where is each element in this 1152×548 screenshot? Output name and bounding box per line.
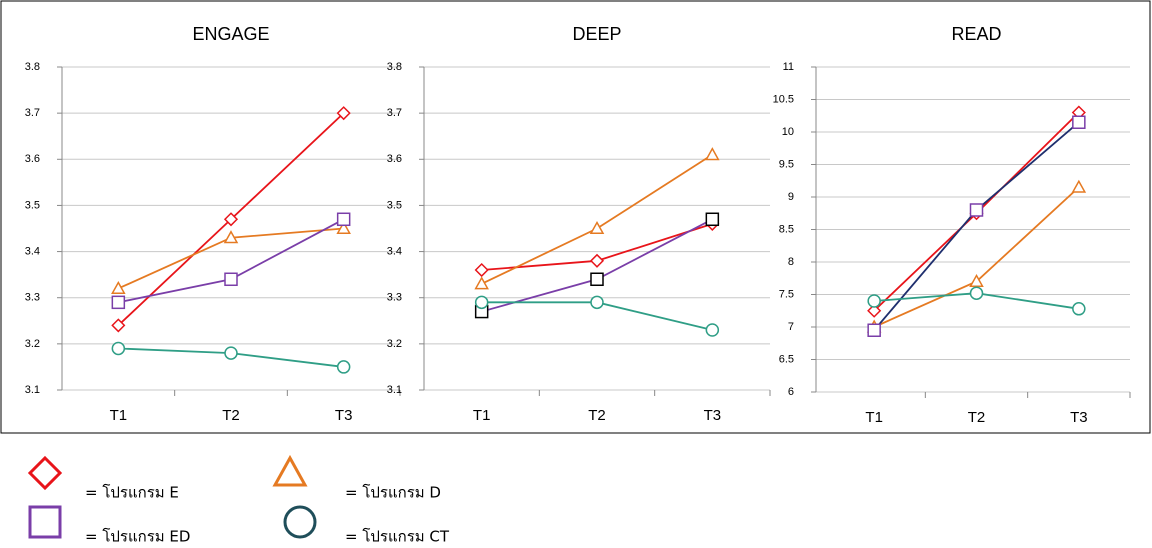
square-marker [336, 212, 351, 227]
diamond-marker [474, 262, 489, 278]
circle-marker [474, 295, 489, 310]
triangle-marker [969, 273, 984, 288]
square-marker [969, 203, 984, 217]
y-tick-label: 3.5 [25, 199, 40, 211]
diamond-marker [867, 303, 882, 318]
y-tick-label: 3.7 [387, 107, 402, 119]
frame [0, 0, 1151, 434]
y-tick-label: 3.1 [25, 384, 40, 396]
x-tick-label: T2 [588, 407, 606, 424]
x-tick-label: T3 [704, 407, 722, 424]
x-tick-label: T1 [473, 407, 491, 424]
y-tick-label: 6 [788, 386, 794, 398]
triangle-marker [1071, 179, 1087, 193]
x-tick-label: T2 [968, 409, 986, 426]
chart-title: ENGAGE [192, 24, 269, 44]
y-tick-label: 9 [788, 191, 794, 203]
triangle-marker [336, 220, 351, 235]
triangle-marker [223, 230, 239, 244]
y-tick-label: 7.5 [779, 288, 794, 300]
square-marker [705, 212, 720, 227]
y-tick-label: 7 [788, 321, 794, 333]
triangle-marker [272, 454, 308, 487]
circle-marker [705, 323, 720, 337]
y-tick-label: 3.3 [387, 292, 402, 304]
diamond-marker [27, 455, 63, 491]
square-marker [28, 505, 62, 539]
y-tick-label: 3.8 [387, 61, 402, 73]
legend-label: = โปรแกรม D [345, 484, 441, 502]
y-tick-label: 3.8 [25, 61, 40, 73]
y-tick-label: 6.5 [779, 353, 794, 365]
circle-marker [590, 295, 604, 310]
x-tick-label: T2 [222, 407, 240, 424]
square-marker [590, 272, 604, 287]
x-tick-label: T1 [865, 409, 883, 426]
y-tick-label: 3.4 [25, 245, 40, 257]
legend-label: = โปรแกรม CT [345, 528, 450, 546]
y-tick-label: 3.6 [25, 153, 40, 165]
x-tick-label: T3 [335, 407, 353, 424]
chart-title: READ [951, 24, 1001, 44]
triangle-marker [111, 280, 126, 295]
y-tick-label: 3.5 [387, 199, 402, 211]
square-marker [1072, 115, 1086, 129]
circle-marker [336, 360, 351, 374]
diamond-marker [111, 318, 126, 333]
y-tick-label: 11 [783, 61, 794, 73]
triangle-marker [589, 220, 605, 235]
y-tick-label: 3.2 [387, 338, 402, 350]
circle-marker [1072, 302, 1086, 316]
x-tick-label: T3 [1070, 409, 1088, 426]
x-tick-label: T1 [110, 407, 128, 424]
y-tick-label: 3.7 [25, 107, 40, 119]
square-marker [867, 323, 881, 337]
triangle-marker [705, 147, 720, 161]
y-tick-label: 3.6 [387, 153, 402, 165]
circle-marker [969, 286, 984, 300]
chart-title: DEEP [572, 24, 621, 44]
circle-marker [111, 341, 126, 356]
circle-marker [224, 346, 238, 360]
square-marker [111, 295, 126, 310]
triangle-marker [474, 276, 489, 290]
diamond-marker [223, 212, 239, 227]
diamond-marker [336, 106, 351, 121]
square-marker [224, 272, 238, 287]
circle-marker [283, 505, 317, 539]
y-tick-label: 9.5 [779, 158, 794, 170]
y-tick-label: 3.2 [25, 338, 40, 350]
y-tick-label: 3.4 [387, 245, 402, 257]
legend-label: = โปรแกรม ED [85, 528, 190, 546]
y-tick-label: 3.1 [387, 384, 402, 396]
y-tick-label: 8.5 [779, 223, 794, 235]
circle-marker [867, 294, 881, 308]
y-tick-label: 10.5 [773, 93, 794, 105]
legend-label: = โปรแกรม E [85, 484, 179, 502]
y-tick-label: 8 [788, 256, 794, 268]
y-tick-label: 10 [782, 126, 794, 138]
diamond-marker [589, 253, 605, 268]
y-tick-label: 3.3 [25, 292, 40, 304]
